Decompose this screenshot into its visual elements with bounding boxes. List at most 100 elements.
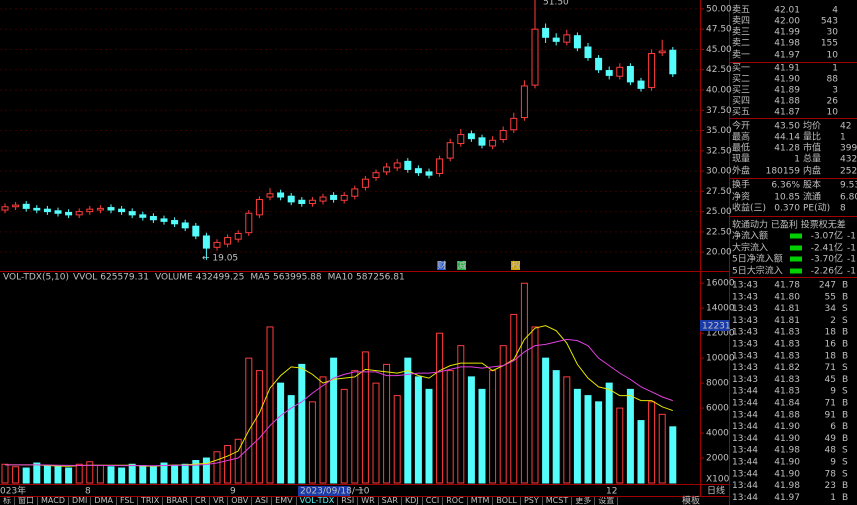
volume-bar [213,451,221,484]
date-label: 8 [85,487,91,497]
volume-bar [542,357,550,484]
trade-price: 41.98 [774,481,800,491]
candle-body [520,85,528,119]
tab[interactable]: 设置 [595,497,619,505]
trade-time: 13:43 [732,292,758,302]
volume-bar [277,382,285,484]
y-tick-label: 45.00 [706,45,732,55]
volume-bar [372,382,380,484]
trade-side: S [842,363,848,373]
indicator-value: 432499.25 [196,273,245,283]
candle-body [393,162,401,169]
trade-time: 13:43 [732,363,758,373]
tab[interactable]: CR [192,497,211,505]
volume-bar [499,345,507,484]
tab[interactable]: TRIX [138,497,164,505]
cursor-box [700,320,729,331]
y-tick-label: 47.50 [706,25,732,35]
tab[interactable]: KDJ [402,497,423,505]
trade-time: 13:44 [732,399,758,409]
trade-side: B [842,281,848,291]
candle-body [584,46,592,59]
axis-unit: X100 [706,475,730,485]
trade-price: 41.83 [774,351,800,361]
trade-time: 13:44 [732,469,758,479]
candle-body [351,188,359,197]
trade-price: 41.80 [774,292,800,302]
volume-bar [478,388,486,484]
candle-body [118,208,126,213]
tab[interactable]: OBV [228,497,253,505]
event-marker: 财 [438,260,447,272]
stat-value: 399.9 [840,144,857,154]
volume-bar [383,363,391,484]
tab[interactable]: 窗口 [15,497,38,505]
candle-body [308,199,316,205]
candle-body [372,172,380,179]
trade-price: 41.83 [774,340,800,350]
trade-price: 41.84 [774,399,800,409]
tab[interactable]: BOLL [493,497,521,505]
tab[interactable]: ROC [443,497,468,505]
stat-label: 市值 [803,142,821,154]
trade-price: 41.90 [774,469,800,479]
indicator-value: 587256.81 [356,273,405,283]
tab[interactable]: PSY [521,497,543,505]
book-volume: 26 [827,97,839,107]
date-label: 2023/09/18/一 [300,487,364,497]
book-volume: 1 [832,64,838,74]
tab[interactable]: VOL-TDX [297,497,339,505]
tab[interactable]: 更多 [572,497,596,505]
tab[interactable]: ASI [252,497,273,505]
volume-bar [626,388,634,484]
volume-bar [340,388,348,484]
volume-bar [171,465,179,484]
volume-bar [563,376,571,484]
volume-bar [1,463,9,484]
tab[interactable]: MTM [468,497,494,505]
tab[interactable]: EMV [272,497,297,505]
trade-volume: 9 [830,387,836,397]
candle-body [404,160,412,170]
book-volume: 10 [827,51,839,61]
candle-body [425,171,433,176]
y-tick-label: 42.50 [706,65,732,75]
candle-body [510,117,518,131]
tab[interactable]: MACD [38,497,69,505]
flow-label: 大宗流入 [732,242,768,254]
volume-bar [139,465,147,484]
tab[interactable]: SAR [379,497,402,505]
tab[interactable]: 标 [0,497,15,505]
y-tick-label: 8000 [706,379,729,389]
tab[interactable]: CCI [423,497,444,505]
volume-bar [573,388,581,484]
trade-side: S [842,458,848,468]
tab[interactable]: MCST [543,497,573,505]
tab[interactable]: DMA [91,497,117,505]
candle-body [658,50,666,54]
tab[interactable]: DMI [69,497,92,505]
candle-body [626,65,634,83]
tab[interactable]: WR [358,497,379,505]
volume-bar [255,370,263,484]
tab[interactable]: BRAR [163,497,193,505]
candle-body [446,142,454,159]
book-volume: 30 [827,28,839,38]
book-label: 卖二 [732,38,750,49]
volume-bar [393,395,401,484]
tab[interactable]: VR [210,497,229,505]
volume-bar [160,462,168,484]
trade-side: S [842,304,848,314]
tab-right[interactable]: 模板 [682,495,700,505]
book-price: 41.90 [774,75,800,85]
trade-side: S [842,446,848,456]
y-tick-label: 37.50 [706,106,732,116]
volume-bar [457,345,465,484]
tab[interactable]: RSI [338,497,359,505]
tab[interactable]: FSL [117,497,138,505]
trade-price: 41.81 [774,304,800,314]
volume-bar [149,466,157,484]
candle-body [171,220,179,225]
stat-value: 10.85 [774,193,800,203]
